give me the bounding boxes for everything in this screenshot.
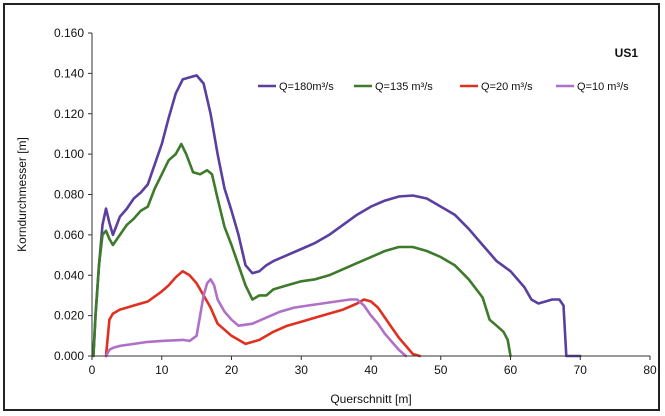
tick-layer: 0 10 20 30 40 50 60 70 80 0.000 0.020 0.040 0.060 0.0… — [54, 26, 657, 377]
y-tick-label: 0.080 — [54, 188, 84, 202]
legend: Q=180m³/s Q=135 m³/s Q=20 m³/s Q=10 m³/s — [258, 81, 629, 93]
x-tick-label: 50 — [434, 363, 448, 377]
x-tick-label: 0 — [89, 363, 96, 377]
y-tick-label: 0.120 — [54, 107, 84, 121]
legend-label-4: Q=10 m³/s — [577, 81, 629, 93]
series-line-3 — [104, 269, 422, 358]
legend-label-2: Q=135 m³/s — [375, 81, 433, 93]
y-tick-label: 0.100 — [54, 147, 84, 161]
x-tick-label: 60 — [504, 363, 518, 377]
series-line-2 — [92, 142, 512, 358]
y-tick-label: 0.060 — [54, 228, 84, 242]
legend-label-3: Q=20 m³/s — [481, 81, 533, 93]
x-tick-label: 10 — [155, 363, 169, 377]
axes-layer — [91, 33, 650, 357]
y-tick-label: 0.040 — [54, 268, 84, 282]
series-line-4 — [104, 278, 408, 358]
x-tick-label: 70 — [574, 363, 588, 377]
y-tick-label: 0.020 — [54, 309, 84, 323]
x-axis-title: Querschnitt [m] — [330, 392, 411, 406]
series-layer — [92, 74, 582, 358]
y-tick-label: 0.140 — [54, 66, 84, 80]
panel-label: US1 — [615, 46, 639, 60]
y-tick-label: 0.160 — [54, 26, 84, 40]
x-tick-label: 40 — [364, 363, 378, 377]
legend-label-1: Q=180m³/s — [279, 81, 334, 93]
x-tick-label: 30 — [295, 363, 309, 377]
series-line-1 — [92, 74, 582, 358]
chart-frame — [3, 3, 660, 411]
x-tick-label: 20 — [225, 363, 239, 377]
x-tick-label: 80 — [643, 363, 657, 377]
y-tick-label: 0.000 — [54, 349, 84, 363]
y-axis-title: Korndurchmesser [m] — [15, 137, 29, 252]
